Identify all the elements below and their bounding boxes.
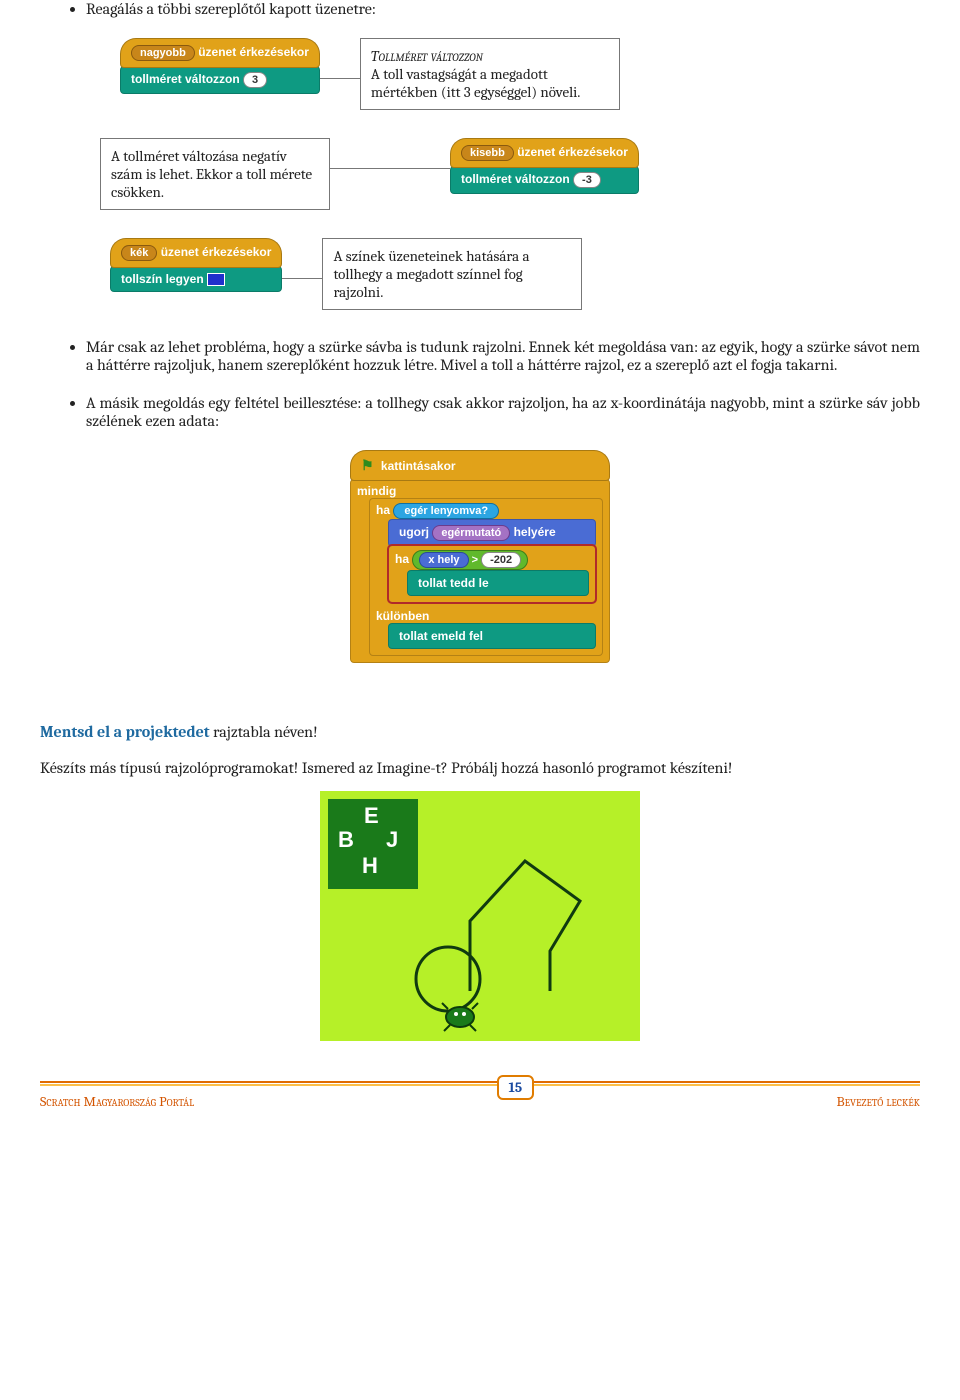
reporter-x: x hely [419, 552, 468, 568]
dropdown-message: kék [121, 245, 157, 261]
scratch-stack-main: ⚑ kattintásakor mindig ha egér lenyomva?… [350, 450, 610, 663]
drawing-svg [320, 791, 640, 1041]
color-swatch [207, 273, 225, 286]
scratch-stack-kisebb: kisebb üzenet érkezésekor tollméret vált… [450, 138, 639, 194]
drawing-preview: E B J H [320, 791, 640, 1041]
block-pen-up: tollat emeld fel [388, 623, 596, 649]
callout-tollmeret: Tollméret változzon A toll vastagságát a… [360, 38, 620, 110]
bullet-problema: Már csak az lehet probléma, hogy a szürk… [86, 338, 920, 374]
scratch-stack-nagyobb: nagyobb üzenet érkezésekor tollméret vál… [120, 38, 320, 94]
scratch-stack-kek: kék üzenet érkezésekor tollszín legyen [110, 238, 282, 292]
page-number: 15 [497, 1075, 535, 1100]
block-pen-down: tollat tedd le [407, 570, 589, 596]
green-flag-icon: ⚑ [361, 457, 374, 474]
bullet-reagalas: Reagálás a többi szereplőtől kapott üzen… [86, 0, 920, 18]
footer-left: Scratch Magyarország Portál [40, 1093, 194, 1110]
dropdown-target: egérmutató [432, 525, 510, 541]
closing-line: Készíts más típusú rajzolóprogramokat! I… [40, 759, 920, 777]
dropdown-message: kisebb [461, 145, 514, 161]
bullet-feltetel: A másik megoldás egy feltétel beilleszté… [86, 394, 920, 430]
operator-gt: x hely > -202 [412, 550, 528, 570]
field-value: -3 [573, 172, 601, 188]
save-line: Mentsd el a projektedet rajztabla néven! [40, 723, 920, 741]
bool-mouse-down: egér lenyomva? [393, 503, 499, 519]
field-value: 3 [243, 72, 267, 88]
field-threshold: -202 [481, 552, 521, 568]
callout-negativ: A tollméret változása negatív szám is le… [100, 138, 330, 210]
dropdown-message: nagyobb [131, 45, 195, 61]
footer-right: Bevezető leckék [837, 1093, 920, 1110]
callout-szin: A színek üzeneteinek hatására a tollhegy… [322, 238, 582, 310]
